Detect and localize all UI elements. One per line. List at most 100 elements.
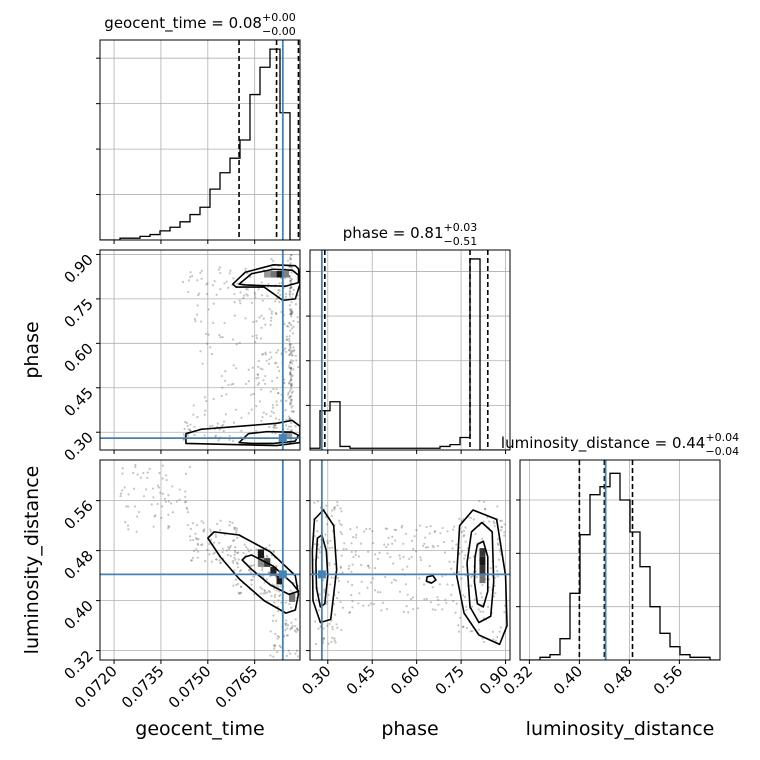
scatter-point: [462, 535, 465, 538]
scatter-point: [290, 327, 293, 330]
scatter-point: [330, 640, 333, 643]
scatter-point: [355, 526, 359, 529]
scatter-point: [207, 333, 210, 336]
scatter-point: [212, 397, 215, 401]
scatter-point: [275, 584, 278, 588]
x-tick-label: 0.0765: [212, 662, 262, 712]
density-cell: [264, 271, 271, 278]
scatter-point: [289, 310, 293, 313]
scatter-point: [233, 556, 236, 560]
density-cell: [479, 574, 486, 584]
scatter-point: [493, 576, 497, 579]
scatter-point: [290, 312, 293, 316]
scatter-point: [237, 582, 240, 586]
scatter-point: [402, 555, 405, 558]
density-cell: [257, 558, 265, 567]
scatter-point: [294, 625, 297, 628]
scatter-point: [314, 643, 318, 646]
scatter-point: [496, 505, 499, 508]
scatter-point: [194, 320, 197, 323]
scatter-point: [287, 325, 290, 328]
scatter-point: [289, 401, 292, 404]
scatter-point: [295, 649, 298, 652]
scatter-point: [255, 320, 258, 323]
scatter-point: [250, 408, 253, 411]
scatter-point: [250, 301, 253, 305]
scatter-point: [455, 543, 458, 546]
density-cell: [270, 271, 277, 278]
scatter-point: [238, 592, 241, 595]
scatter-point: [452, 600, 455, 603]
scatter-point: [269, 319, 273, 322]
scatter-point: [288, 313, 292, 316]
scatter-point: [191, 556, 195, 559]
scatter-point: [285, 338, 288, 341]
scatter-point: [184, 495, 187, 499]
scatter-point: [367, 604, 370, 607]
scatter-point: [163, 497, 166, 501]
scatter-point: [290, 383, 294, 386]
scatter-point: [387, 536, 390, 540]
scatter-point: [400, 524, 404, 527]
scatter-point: [232, 364, 235, 367]
scatter-point: [220, 374, 223, 378]
scatter-point: [252, 564, 255, 567]
scatter-point: [263, 382, 267, 386]
scatter-point: [127, 505, 130, 508]
scatter-point: [246, 288, 249, 291]
scatter-point: [336, 597, 339, 600]
scatter-point: [233, 539, 236, 542]
scatter-point: [341, 571, 344, 574]
scatter-point: [227, 383, 230, 386]
scatter-point: [224, 413, 228, 416]
scatter-point: [167, 494, 170, 497]
panel-frame-luminosity_distance_vs_geocent_time: [99, 459, 301, 661]
scatter-point: [245, 287, 248, 291]
scatter-point: [451, 584, 454, 587]
contour-line: [455, 509, 508, 646]
y-tick-label: 0.60: [60, 339, 96, 375]
scatter-point: [460, 577, 463, 580]
scatter-point: [268, 590, 272, 594]
scatter-point: [337, 579, 340, 583]
scatter-point: [277, 392, 280, 395]
scatter-point: [336, 501, 339, 504]
scatter-point: [296, 655, 300, 658]
scatter-point: [436, 596, 439, 599]
scatter-point: [280, 277, 283, 280]
scatter-point: [126, 524, 130, 527]
scatter-point: [469, 556, 472, 559]
scatter-point: [225, 393, 228, 396]
scatter-points: [312, 499, 507, 646]
scatter-point: [260, 294, 264, 297]
scatter-point: [489, 567, 493, 570]
scatter-point: [387, 543, 390, 546]
scatter-point: [288, 603, 291, 606]
scatter-point: [233, 569, 236, 572]
scatter-point: [292, 410, 295, 413]
scatter-point: [333, 563, 336, 566]
scatter-point: [286, 325, 289, 328]
scatter-point: [209, 346, 212, 349]
scatter-point: [246, 294, 249, 297]
scatter-point: [196, 304, 199, 307]
scatter-point: [372, 602, 375, 606]
scatter-point: [271, 406, 274, 409]
scatter-point: [272, 614, 275, 617]
scatter-point: [196, 542, 199, 545]
scatter-point: [276, 637, 279, 640]
scatter-point: [474, 532, 477, 536]
scatter-point: [205, 342, 209, 345]
scatter-point: [458, 552, 461, 555]
scatter-point: [287, 381, 291, 385]
scatter-point: [153, 515, 156, 518]
scatter-point: [473, 598, 476, 601]
scatter-point: [182, 433, 185, 436]
scatter-point: [289, 295, 292, 298]
scatter-point: [342, 547, 345, 551]
scatter-point: [492, 520, 495, 523]
scatter-point: [462, 625, 465, 628]
scatter-point: [423, 542, 426, 545]
scatter-point: [236, 536, 239, 539]
scatter-point: [164, 500, 167, 503]
